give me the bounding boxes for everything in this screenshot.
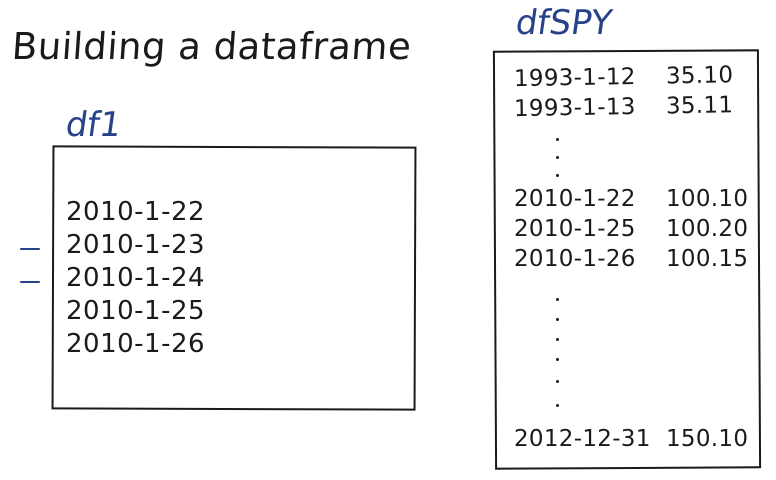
dfspy-row-value: 100.15 [666,246,749,272]
dfspy-row-value: 35.11 [665,92,734,120]
dfspy-row-date: 1993-1-13 [513,93,636,123]
ellipsis-dot [556,358,559,361]
dfspy-row-date: 2010-1-25 [514,216,636,242]
df1-date: 2010-1-22 [66,197,206,227]
dfspy-row-date: 2010-1-26 [514,246,636,272]
dfspy-row-date: 2012-12-31 [514,426,651,452]
ellipsis-dot [556,156,559,159]
dfspy-row-value: 100.10 [666,186,749,212]
dfspy-row: 1993-1-12 35.10 [513,62,754,96]
ellipsis-dot [556,318,559,321]
row-marker-2010-1-23 [20,248,40,250]
ellipsis-dot [556,338,559,341]
df1-date: 2010-1-24 [66,263,206,293]
dfspy-row-date: 1993-1-12 [513,63,636,93]
df1-date-list: 2010-1-22 2010-1-23 2010-1-24 2010-1-25 … [66,196,205,361]
df1-date: 2010-1-23 [66,230,206,260]
dfspy-row: 2010-1-25 100.20 [514,218,754,246]
dfspy-row-value: 35.10 [665,62,734,90]
dfspy-row: 2010-1-26 100.15 [514,248,754,276]
df1-label: df1 [63,105,124,145]
dfspy-row: 2012-12-31 150.10 [514,428,754,456]
ellipsis-dot [556,404,559,407]
dfspy-row-date: 2010-1-22 [514,186,636,212]
df1-date: 2010-1-25 [66,296,206,326]
dfspy-row-value: 100.20 [666,216,749,242]
dfspy-row: 2010-1-22 100.10 [514,188,754,216]
ellipsis-dot [556,174,559,177]
row-marker-2010-1-24 [20,281,40,283]
dfspy-label: dfSPY [513,3,615,43]
ellipsis-dot [556,380,559,383]
df1-date: 2010-1-26 [66,329,206,359]
ellipsis-dot [556,298,559,301]
dfspy-row: 1993-1-13 35.11 [513,92,754,126]
ellipsis-dot [556,138,559,141]
dfspy-row-value: 150.10 [666,426,749,452]
diagram-title: Building a dataframe [10,25,413,68]
